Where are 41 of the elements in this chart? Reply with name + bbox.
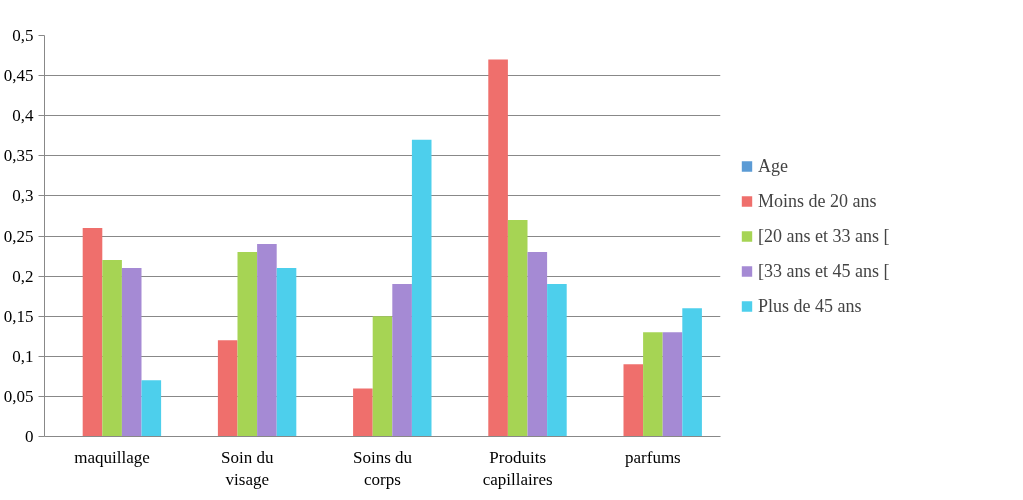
y-tick-label: 0,25 — [3, 226, 34, 246]
bar — [662, 332, 683, 437]
legend-label: [33 ans et 45 ans [ — [758, 260, 890, 281]
y-tick-label: 0,05 — [3, 386, 34, 406]
bar — [82, 227, 103, 437]
bar — [507, 219, 528, 437]
y-tick-label: 0,5 — [12, 26, 34, 45]
y-tick-label: 0,35 — [3, 146, 34, 166]
legend-label: Age — [758, 155, 788, 176]
y-tick-label: 0,2 — [12, 266, 34, 286]
y-tick-label: 0 — [25, 427, 34, 446]
bar — [527, 252, 548, 437]
bar — [392, 284, 412, 437]
bar — [141, 380, 162, 437]
bar — [102, 260, 122, 437]
x-tick-label: Soins du corps — [352, 447, 413, 490]
bar — [121, 268, 142, 437]
x-tick-label: parfums — [625, 447, 681, 467]
legend-label: Moins de 20 ans — [758, 190, 877, 211]
x-tick-label: Soin du visage — [221, 447, 275, 490]
bar — [488, 59, 508, 437]
bar — [217, 340, 238, 437]
bar — [623, 364, 644, 437]
x-tick-label: maquillage — [74, 447, 150, 467]
bar — [411, 139, 432, 437]
bar — [257, 244, 277, 437]
bar — [682, 308, 702, 437]
y-tick-label: 0,45 — [3, 66, 34, 86]
bar — [643, 332, 663, 437]
legend-label: Plus de 45 ans — [758, 295, 862, 316]
y-tick-label: 0,4 — [12, 106, 34, 126]
x-tick-label: Produits capillaires — [482, 447, 553, 490]
bar — [276, 268, 297, 437]
bar — [372, 316, 393, 437]
bar — [547, 284, 567, 437]
bar — [353, 388, 373, 437]
y-tick-label: 0,1 — [12, 346, 34, 366]
legend-label: [20 ans et 33 ans [ — [758, 225, 890, 246]
y-tick-label: 0,3 — [12, 186, 34, 206]
bar — [237, 252, 258, 437]
y-tick-label: 0,15 — [3, 306, 34, 326]
